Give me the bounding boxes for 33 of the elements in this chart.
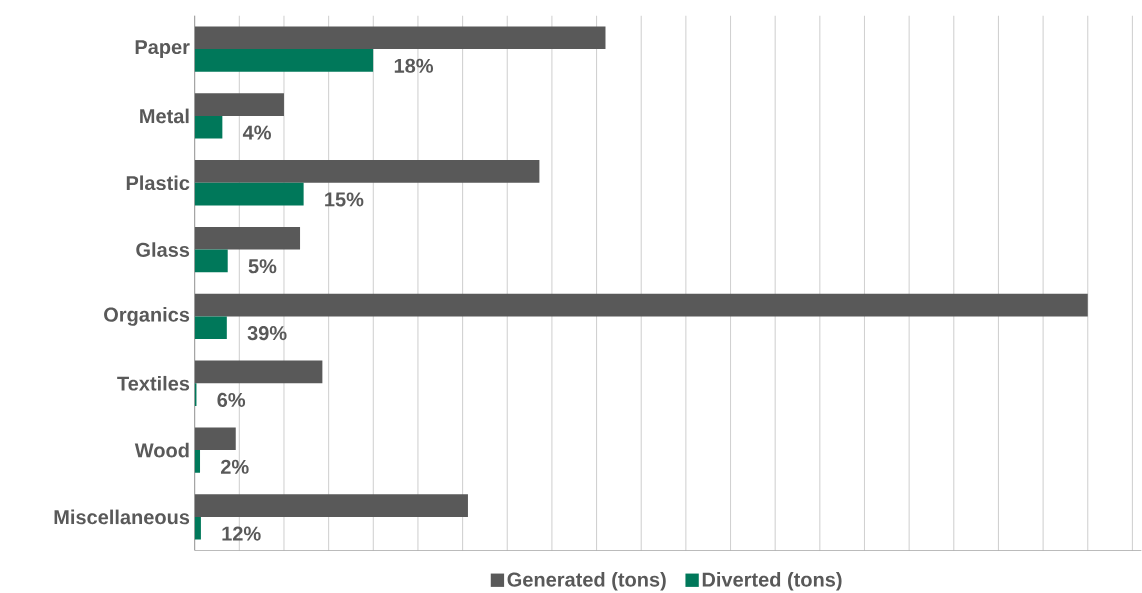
bar [194,26,606,50]
annotation: 18% [394,58,434,73]
annotation: 5% [248,259,277,274]
bar [194,49,374,72]
y-tick-label: Plastic [126,175,190,191]
bar [194,494,468,517]
y-tick-label: Miscellaneous [54,509,190,525]
y-tick-label: Organics [104,307,190,326]
y-tick-label: Textiles [117,375,190,391]
bar [194,226,301,250]
annotation: 15% [325,192,364,207]
annotation: 6% [217,392,246,408]
bar [194,93,284,116]
bar [194,516,201,540]
bar [194,427,236,451]
y-tick-label: Metal [140,108,189,124]
bar [194,450,201,473]
annotation: 39% [247,326,287,341]
bar [194,293,1088,317]
annotation: 12% [222,526,261,541]
y-tick-label: Wood [134,442,189,458]
bar [194,249,228,273]
bar [194,360,323,384]
legend-label: Diverted (tons) [702,571,842,591]
bar [194,160,540,183]
annotation: 2% [220,459,249,474]
y-tick-label: Paper [135,40,190,59]
bar [194,182,304,206]
y-tick-label: Glass [136,242,190,257]
bar [194,316,227,340]
bar [194,115,223,139]
legend-label: Generated (tons) [507,571,666,591]
annotation: 4% [242,125,271,140]
